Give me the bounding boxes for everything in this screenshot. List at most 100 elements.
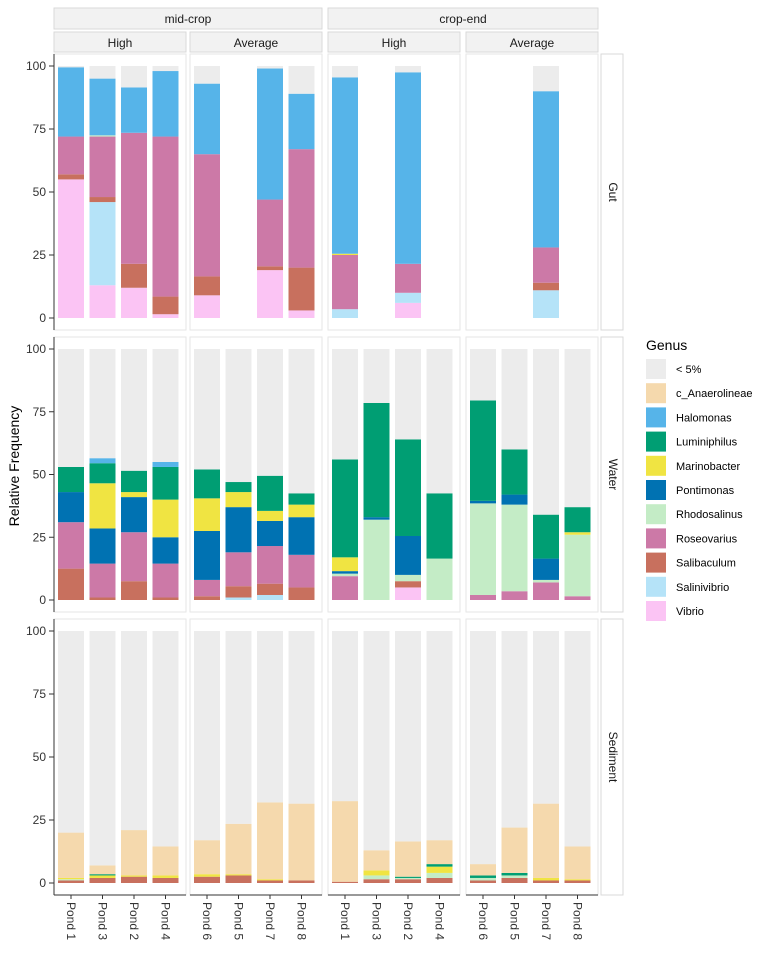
bar-water-11: [426, 349, 453, 600]
legend-label: Luminiphilus: [676, 437, 738, 449]
bar-segment-5: [533, 66, 559, 92]
legend-label: Marinobacter: [676, 461, 741, 473]
bar-segment-5: [363, 349, 390, 403]
bar-segment-salibaculum: [194, 596, 220, 600]
bar-segment-marinobacter: [533, 877, 559, 881]
bar-segment-luminiphilus: [58, 466, 84, 493]
bar-segment-halomonas: [533, 91, 559, 248]
bar-segment-pontimonas: [363, 517, 390, 520]
x-tick-label: Pond 3: [370, 902, 384, 940]
bar-segment-luminiphilus: [395, 876, 421, 878]
bar-segment-roseovarius: [58, 136, 84, 175]
bar-segment-5: [332, 66, 358, 78]
bar-segment-marinobacter: [121, 875, 147, 877]
legend-label: < 5%: [676, 364, 702, 376]
bar-segment-luminiphilus: [152, 466, 179, 500]
bar-segment-luminiphilus: [426, 864, 453, 867]
stage-label: mid-crop: [165, 12, 212, 26]
bar-segment-5: [395, 66, 421, 73]
bar-sediment-10: [395, 631, 421, 883]
bar-segment-halomonas: [58, 67, 84, 137]
bar-segment-halomonas: [194, 83, 220, 155]
bar-segment-marinobacter: [332, 557, 358, 572]
bar-segment-salibaculum: [152, 877, 179, 883]
bar-segment-5: [257, 631, 283, 803]
bar-segment-marinobacter: [152, 499, 179, 538]
bar-segment-roseovarius: [89, 563, 116, 598]
bar-segment-salibaculum: [288, 880, 315, 883]
bar-segment-luminiphilus: [501, 872, 528, 876]
x-tick-label: Pond 5: [232, 902, 246, 940]
stage-label: crop-end: [439, 12, 486, 26]
bar-segment-vibrio: [121, 287, 147, 318]
bar-sediment-14: [533, 631, 559, 883]
bar-segment-5: [89, 66, 116, 79]
legend-swatch: [646, 359, 666, 379]
bar-segment-salibaculum: [152, 296, 179, 315]
bar-gut-8: [332, 66, 358, 318]
x-tick-label: Pond 8: [295, 902, 309, 940]
bar-segment-salibaculum: [533, 880, 559, 883]
bar-segment-luminiphilus: [363, 402, 390, 518]
subgroup-label: High: [382, 36, 407, 50]
legend-item-rhodosalinus: Rhodosalinus: [646, 504, 743, 525]
bar-segment-roseovarius: [194, 579, 220, 597]
bar-gut-14: [533, 66, 559, 318]
bar-segment-luminiphilus: [194, 469, 220, 499]
bar-segment-luminiphilus: [288, 493, 315, 505]
bar-segment-marinobacter: [194, 498, 220, 531]
y-tick-label: 75: [33, 687, 47, 701]
bar-segment-5: [225, 349, 252, 483]
bar-segment-salibaculum: [257, 880, 283, 883]
bar-segment-5: [58, 66, 84, 68]
bar-water-15: [564, 349, 591, 600]
bar-segment-pontimonas: [395, 535, 421, 575]
bar-segment-salibaculum: [288, 587, 315, 600]
bar-segment-c-anaerolineae: [332, 801, 358, 882]
bar-segment-marinobacter: [121, 492, 147, 498]
legend-title: Genus: [646, 337, 687, 353]
bar-segment-5: [395, 631, 421, 842]
bar-segment-5: [194, 349, 220, 470]
legend-item-salibaculum: Salibaculum: [646, 552, 736, 573]
bar-segment-roseovarius: [288, 554, 315, 588]
bar-segment-salinivibrio: [533, 290, 559, 318]
bar-segment-salibaculum: [121, 263, 147, 288]
bar-segment-rhodosalinus: [501, 875, 528, 878]
bar-segment-salinivibrio: [89, 202, 116, 286]
y-tick-label: 50: [33, 185, 47, 199]
bar-water-4: [194, 349, 220, 600]
subgroup-strip: [53, 31, 187, 53]
bar-segment-luminiphilus: [332, 459, 358, 558]
bar-segment-marinobacter: [225, 492, 252, 508]
bar-gut-3: [152, 66, 179, 318]
legend: Genus < 5% c_Anaerolineae Halomonas Luminip…: [646, 337, 752, 621]
x-tick-label: Pond 6: [200, 902, 214, 940]
row-strip: [600, 53, 624, 331]
bar-segment-roseovarius: [332, 255, 358, 310]
bar-segment-rhodosalinus: [470, 503, 496, 595]
bar-segment-roseovarius: [332, 576, 358, 600]
bar-segment-salibaculum: [501, 877, 528, 883]
bar-segment-rhodosalinus: [58, 879, 84, 881]
bar-segment-pontimonas: [121, 497, 147, 533]
subgroup-label: High: [108, 36, 133, 50]
bar-segment-rhodosalinus: [564, 534, 591, 597]
bar-segment-marinobacter: [89, 483, 116, 529]
bar-segment-5: [89, 631, 116, 866]
bar-segment-5: [288, 66, 315, 94]
x-tick-label: Pond 1: [64, 902, 78, 940]
legend-label: Salibaculum: [676, 558, 736, 570]
row-label-sediment: Sediment: [606, 732, 620, 783]
bar-segment-vibrio: [257, 270, 283, 318]
bar-segment-5: [121, 349, 147, 471]
legend-label: Roseovarius: [676, 533, 738, 545]
bar-segment-rhodosalinus: [470, 877, 496, 881]
bar-segment-halomonas: [332, 77, 358, 254]
bar-segment-marinobacter: [194, 874, 220, 877]
bar-segment-marinobacter: [363, 870, 390, 876]
bar-segment-c-anaerolineae: [257, 802, 283, 880]
bar-segment-pontimonas: [194, 530, 220, 580]
stage-strip: [327, 7, 599, 30]
legend-swatch: [646, 407, 666, 428]
